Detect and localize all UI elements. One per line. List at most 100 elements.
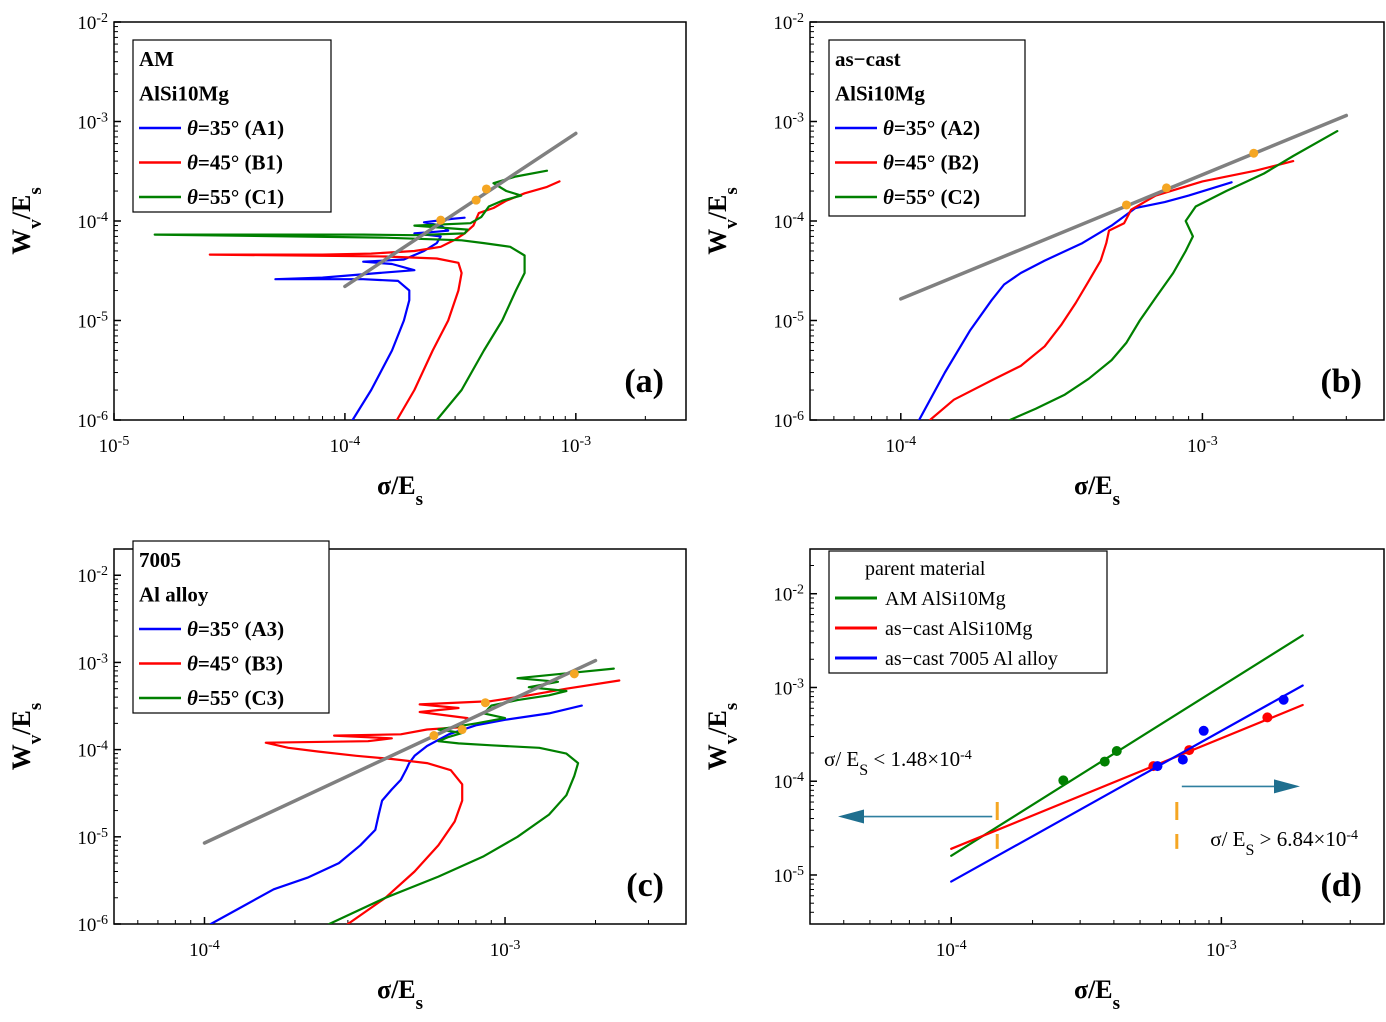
x-tick-label: 10-3 [490, 938, 521, 962]
x-axis-label: σ/Es [1074, 975, 1120, 1014]
series-dot [1111, 746, 1122, 757]
series-line [950, 634, 1304, 857]
legend-entry: as−cast 7005 Al alloy [885, 648, 1058, 670]
intersection-marker [481, 184, 491, 194]
series-line [153, 169, 549, 420]
y-tick-label: 10-3 [773, 110, 804, 134]
x-tick-label: 10-4 [885, 434, 916, 458]
threshold-arrow-head [838, 809, 864, 824]
y-tick-label: 10-6 [773, 409, 804, 433]
intersection-marker [1161, 183, 1171, 193]
series-line [1008, 130, 1339, 420]
series-dot [1278, 694, 1289, 705]
fit-line [343, 131, 578, 289]
y-tick-label: 10-4 [77, 210, 108, 234]
y-tick-label: 10-4 [773, 770, 804, 794]
intersection-marker [569, 669, 579, 679]
y-tick-label: 10-4 [773, 210, 804, 234]
y-tick-label: 10-3 [77, 651, 108, 675]
y-tick-label: 10-3 [773, 676, 804, 700]
legend-entry: AM AlSi10Mg [885, 588, 1006, 610]
legend-title: AlSi10Mg [139, 82, 229, 106]
y-tick-label: 10-5 [773, 863, 804, 887]
series-dot [1058, 775, 1069, 786]
x-tick-label: 10-3 [1187, 434, 1218, 458]
intersection-marker [436, 215, 446, 225]
legend-box [828, 550, 1108, 674]
series-dot [1198, 725, 1209, 736]
series-dot [1099, 756, 1110, 767]
series-line [208, 180, 561, 420]
legend-box [132, 39, 332, 213]
legend-entry: as−cast AlSi10Mg [885, 618, 1032, 640]
x-axis-label: σ/Es [1074, 471, 1120, 510]
y-tick-label: 10-6 [77, 409, 108, 433]
panel-label: (c) [626, 867, 664, 904]
series-line [950, 703, 1304, 850]
legend-entry: θ=55° (C3) [187, 686, 284, 710]
legend-title: AM [139, 47, 174, 71]
panel-label: (a) [624, 363, 664, 400]
x-tick-label: 10-4 [330, 434, 361, 458]
series-line [328, 667, 615, 924]
y-tick-label: 10-2 [773, 11, 804, 35]
intersection-marker [457, 725, 467, 735]
legend-entry: θ=45° (B1) [187, 151, 283, 175]
y-tick-label: 10-6 [77, 913, 108, 937]
legend-entry: θ=45° (B3) [187, 652, 283, 676]
intersection-marker [1249, 148, 1259, 158]
y-axis-label: Wv/Es [7, 187, 46, 254]
panel-b: 10-4 10-3 10-6 10-5 10-4 10-3 10-2 σ/Es Wv/Es as−… [703, 11, 1385, 510]
legend-title: parent material [865, 558, 986, 580]
series-dot [1152, 761, 1163, 772]
legend-entry: θ=35° (A1) [187, 116, 284, 140]
threshold-label-low: σ/ ES < 1.48×10-4 [824, 747, 972, 779]
series-line [950, 684, 1304, 883]
legend: parent material AM AlSi10Mg as−cast AlSi10… [828, 550, 1108, 674]
x-axis-label: σ/Es [377, 471, 423, 510]
x-tick-label: 10-4 [189, 938, 220, 962]
intersection-marker [471, 195, 481, 205]
legend-entry: θ=45° (B2) [883, 151, 979, 175]
x-tick-label: 10-3 [1206, 938, 1237, 962]
y-tick-label: 10-2 [77, 564, 108, 588]
panel-d: 10-4 10-3 10-5 10-4 10-3 10-2 σ/Es Wv/Es σ/ ES <… [703, 548, 1385, 1014]
legend-title: as−cast [835, 47, 901, 71]
legend: AM AlSi10Mg θ=35° (A1) θ=45° (B1) θ=55° (C1) [132, 39, 332, 213]
legend-title: Al alloy [139, 583, 209, 607]
intersection-marker [480, 698, 490, 708]
plot-area [899, 113, 1349, 420]
y-tick-label: 10-2 [773, 582, 804, 606]
y-tick-label: 10-3 [77, 110, 108, 134]
y-axis-label: Wv/Es [703, 703, 742, 770]
series-line [928, 160, 1295, 420]
x-tick-label: 10-4 [936, 938, 967, 962]
y-axis-label: Wv/Es [7, 703, 46, 770]
y-tick-label: 10-2 [77, 11, 108, 35]
intersection-marker [429, 731, 439, 741]
legend-entry: θ=55° (C1) [187, 185, 284, 209]
series-line [264, 679, 621, 924]
legend: 7005 Al alloy θ=35° (A3) θ=45° (B3) θ=55° (C… [132, 540, 330, 714]
series-dot [1262, 712, 1273, 723]
plot-frame [113, 548, 687, 925]
y-axis-label: Wv/Es [703, 187, 742, 254]
panel-label: (d) [1320, 867, 1362, 904]
series-line [918, 181, 1233, 420]
series-line [274, 216, 466, 420]
legend-box [132, 540, 330, 714]
y-tick-label: 10-5 [773, 309, 804, 333]
y-tick-label: 10-5 [77, 309, 108, 333]
plot-area [153, 131, 578, 420]
panel-c: 10-4 10-3 10-6 10-5 10-4 10-3 10-2 σ/Es Wv/Es 700… [7, 540, 687, 1014]
x-axis-label: σ/Es [377, 975, 423, 1014]
legend: as−cast AlSi10Mg θ=35° (A2) θ=45° (B2) θ=55°… [828, 39, 1026, 217]
series-line [209, 704, 583, 924]
panel-a: 10-5 10-4 10-310-610-510-410-310-2σ/EsWv/E… [7, 11, 687, 510]
x-tick-label: 10-5 [99, 434, 130, 458]
plot-area [202, 658, 621, 924]
legend-entry: θ=35° (A3) [187, 617, 284, 641]
plot-area [950, 634, 1304, 883]
x-tick-label: 10-3 [560, 434, 591, 458]
